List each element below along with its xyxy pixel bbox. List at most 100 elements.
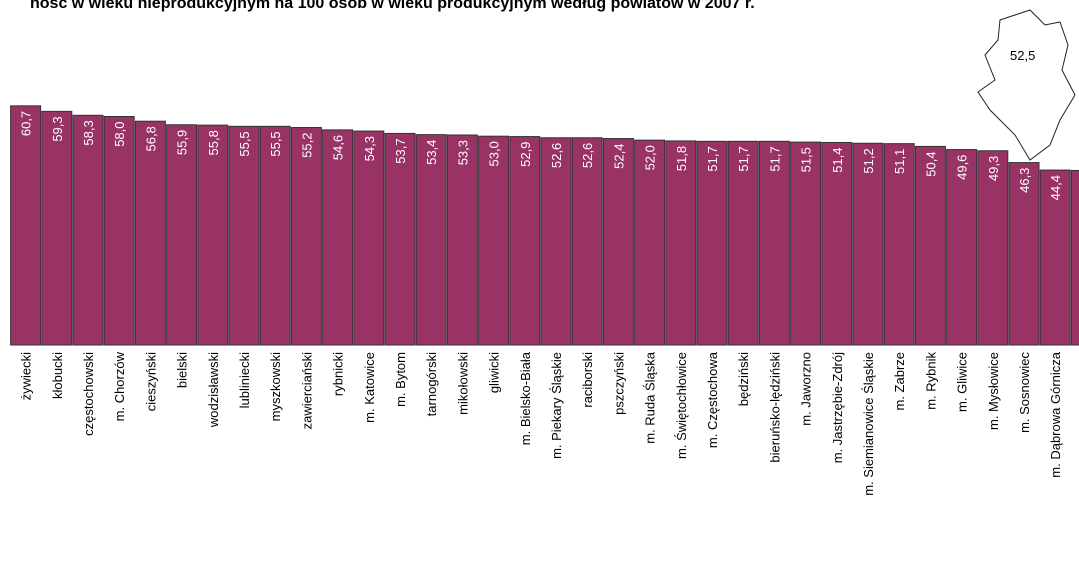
bar xyxy=(103,115,135,346)
x-tick-label: kłobucki xyxy=(50,352,65,399)
bar xyxy=(259,125,291,346)
value-label: 53,4 xyxy=(424,140,439,165)
x-tick-label: wodzisławski xyxy=(206,352,221,428)
x-tick-label: rybnicki xyxy=(331,352,346,396)
chart-title: ność w wieku nieprodukcyjnym na 100 osób… xyxy=(30,0,755,12)
bar xyxy=(1039,169,1071,346)
value-label: 58,3 xyxy=(81,120,96,145)
value-label: 58,0 xyxy=(112,121,127,146)
x-tick-label: m. Częstochowa xyxy=(705,351,720,448)
bar xyxy=(41,110,73,346)
value-label: 55,2 xyxy=(299,133,314,158)
bar xyxy=(571,137,603,346)
value-label: 53,7 xyxy=(393,138,408,163)
value-label: 51,2 xyxy=(861,148,876,173)
value-label: 52,6 xyxy=(549,143,564,168)
region-map xyxy=(977,9,1076,161)
bar xyxy=(134,120,166,346)
x-tick-label: tarnogórski xyxy=(424,352,439,416)
value-label: 53,0 xyxy=(487,141,502,166)
x-tick-label: m. Mysłowice xyxy=(986,352,1001,430)
bar xyxy=(821,141,853,346)
x-tick-label: m. Chorzów xyxy=(112,351,127,421)
value-label: 51,7 xyxy=(767,146,782,171)
x-tick-label: lubliniecki xyxy=(237,352,252,408)
x-tick-label: m. Bielsko-Biała xyxy=(518,351,533,445)
value-label: 54,3 xyxy=(362,136,377,161)
x-tick-label: gliwicki xyxy=(487,352,502,393)
x-tick-label: częstochowski xyxy=(81,352,96,436)
bar xyxy=(883,143,915,346)
x-tick-label: m. Ruda Śląska xyxy=(643,351,658,444)
x-tick-label: cieszyński xyxy=(143,352,158,411)
bar xyxy=(478,135,510,346)
x-tick-label: m. Piekary Śląskie xyxy=(549,352,564,459)
bar xyxy=(852,142,884,346)
bar xyxy=(665,140,697,346)
x-tick-label: raciborski xyxy=(580,352,595,408)
bar xyxy=(540,137,572,346)
value-label: 51,4 xyxy=(830,147,845,172)
bar xyxy=(977,150,1009,346)
x-tick-label: mikołowski xyxy=(455,352,470,415)
x-tick-label: m. Sosnowiec xyxy=(1017,352,1032,433)
x-tick-label: m. Rybnik xyxy=(923,352,938,410)
x-tick-label: m. Katowice xyxy=(362,352,377,423)
value-label: 49,6 xyxy=(955,155,970,180)
x-tick-label: m. Gliwice xyxy=(955,352,970,412)
bar xyxy=(634,139,666,346)
bar xyxy=(696,140,728,346)
value-label: 51,1 xyxy=(892,149,907,174)
value-label: 52,4 xyxy=(611,144,626,169)
value-label: 60,7 xyxy=(19,111,34,136)
value-label: 52,0 xyxy=(643,145,658,170)
bar xyxy=(353,130,385,346)
x-tick-label: pszczyński xyxy=(611,352,626,415)
value-label: 46,3 xyxy=(1017,168,1032,193)
value-label: 50,4 xyxy=(923,151,938,176)
value-label: 52,6 xyxy=(580,143,595,168)
bar xyxy=(197,124,229,346)
value-label: 44,4 xyxy=(1048,175,1063,200)
bar xyxy=(415,134,447,346)
value-label: 55,8 xyxy=(206,130,221,155)
value-label: 53,3 xyxy=(455,140,470,165)
bar xyxy=(290,127,322,346)
value-label: 51,7 xyxy=(705,146,720,171)
bar xyxy=(166,124,198,346)
x-tick-label: m. Dąbrowa Górnicza xyxy=(1048,351,1063,477)
bar xyxy=(384,132,416,346)
bar xyxy=(509,136,541,346)
value-label: 54,6 xyxy=(331,135,346,160)
bar xyxy=(1008,162,1040,346)
x-tick-label: bielski xyxy=(175,352,190,388)
map-label: 52,5 xyxy=(1010,48,1035,63)
bar xyxy=(946,149,978,346)
value-label: 51,7 xyxy=(736,146,751,171)
value-label: 55,5 xyxy=(268,131,283,156)
bar xyxy=(72,114,104,346)
bar xyxy=(228,125,260,346)
x-tick-label: m. Siemianowice Śląskie xyxy=(861,352,876,496)
bar xyxy=(10,105,42,346)
bar xyxy=(602,138,634,346)
x-tick-label: zawierciański xyxy=(299,352,314,429)
x-tick-label: będziński xyxy=(736,352,751,406)
x-tick-label: m. Jastrzębie-Zdrój xyxy=(830,352,845,463)
value-label: 51,8 xyxy=(674,146,689,171)
bar xyxy=(446,134,478,346)
x-tick-label: żywiecki xyxy=(19,352,34,401)
x-tick-label: bieruńsko-lędziński xyxy=(767,352,782,463)
bar xyxy=(727,140,759,346)
bar xyxy=(758,140,790,346)
value-label: 55,9 xyxy=(175,130,190,155)
value-label: 49,3 xyxy=(986,156,1001,181)
x-tick-label: myszkowski xyxy=(268,352,283,421)
value-label: 55,5 xyxy=(237,131,252,156)
value-label: 59,3 xyxy=(50,116,65,141)
x-tick-label: m. Zabrze xyxy=(892,352,907,411)
value-label: 51,5 xyxy=(799,147,814,172)
x-tick-label: m. Świętochłowice xyxy=(674,352,689,459)
bar xyxy=(790,141,822,346)
